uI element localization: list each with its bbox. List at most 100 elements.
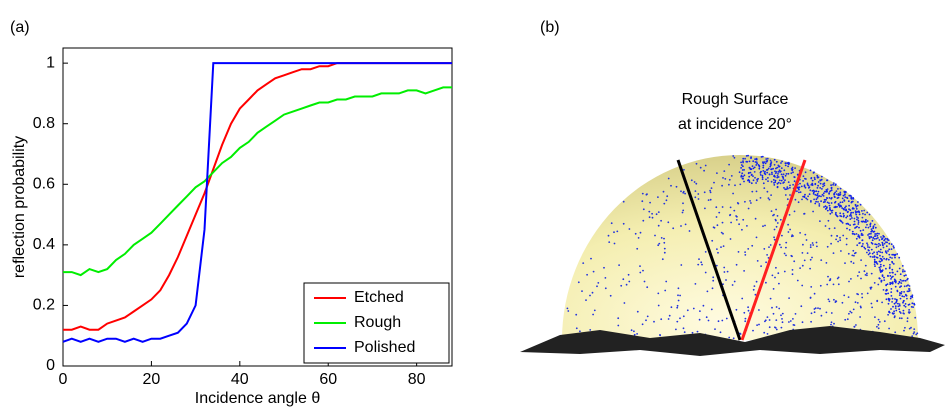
scatter-dot xyxy=(886,283,889,285)
scatter-dot xyxy=(787,231,790,233)
incident-ray xyxy=(676,159,742,341)
scatter-dot xyxy=(773,175,775,178)
scatter-dot xyxy=(637,237,640,239)
scatter-dot xyxy=(853,252,856,255)
scatter-dot xyxy=(843,214,845,217)
scatter-dot xyxy=(755,199,758,202)
scatter-dot xyxy=(764,170,766,173)
scatter-dot xyxy=(899,297,902,300)
scatter-dot xyxy=(826,201,829,204)
scatter-dot xyxy=(857,210,860,213)
scatter-dot xyxy=(877,327,880,330)
scatter-dot xyxy=(811,190,814,192)
scatter-dot xyxy=(836,197,839,200)
scatter-dot xyxy=(898,310,901,313)
scatter-dot xyxy=(718,211,721,214)
plot-frame xyxy=(62,47,453,367)
scatter-dot xyxy=(680,190,682,193)
scatter-dot xyxy=(820,178,823,181)
scatter-dot xyxy=(716,224,719,227)
scatter-dot xyxy=(776,175,779,177)
scatter-dot xyxy=(681,211,684,214)
scatter-dot xyxy=(874,226,877,229)
scatter-dot xyxy=(648,216,651,219)
scatter-dot xyxy=(904,305,907,308)
scatter-dot xyxy=(707,319,710,322)
scatter-dot xyxy=(738,223,740,226)
scatter-dot xyxy=(905,274,907,276)
scatter-dot xyxy=(870,272,873,275)
scatter-dot xyxy=(828,227,831,230)
x-tick-label: 40 xyxy=(231,371,249,388)
scatter-dot xyxy=(742,165,744,168)
scatter-dot xyxy=(813,308,816,310)
scatter-dot xyxy=(893,315,896,318)
scatter-dot xyxy=(812,244,815,246)
scatter-dot xyxy=(784,174,787,177)
scatter-dot xyxy=(864,247,867,250)
scatter-dot xyxy=(809,267,811,270)
scatter-dot xyxy=(734,184,736,187)
scatter-dot xyxy=(784,164,787,167)
scatter-dot xyxy=(822,201,825,204)
scatter-dot xyxy=(715,264,718,267)
scatter-dot xyxy=(788,297,790,299)
panel-label: (a) xyxy=(10,19,30,36)
scatter-dot xyxy=(699,166,702,169)
scatter-dot xyxy=(713,181,715,184)
scatter-dot xyxy=(891,260,893,263)
scatter-dot xyxy=(887,258,890,261)
scatter-dot xyxy=(777,181,780,184)
scatter-dot xyxy=(694,196,697,199)
scatter-dot xyxy=(867,226,870,229)
scatter-dot xyxy=(747,248,750,250)
scatter-dot xyxy=(830,202,833,204)
scatter-dot xyxy=(824,208,827,210)
scatter-dot xyxy=(716,248,718,251)
scatter-dot xyxy=(786,162,788,165)
scatter-dot xyxy=(863,270,866,273)
scatter-dot xyxy=(742,177,744,180)
panel-title: Rough Surface xyxy=(682,91,789,108)
scatter-dot xyxy=(861,239,864,242)
scatter-dot xyxy=(784,194,787,196)
scatter-dot xyxy=(589,294,591,297)
scatter-dot xyxy=(742,175,744,178)
scatter-dot xyxy=(728,163,730,166)
scatter-dot xyxy=(728,183,730,186)
scatter-dot xyxy=(864,274,867,276)
scatter-dot xyxy=(890,276,893,279)
scatter-dot xyxy=(891,257,893,259)
scatter-dot xyxy=(743,311,746,314)
scatter-dot xyxy=(695,162,698,165)
scatter-dot xyxy=(759,197,762,199)
scatter-dot xyxy=(752,160,755,163)
scatter-dot xyxy=(871,252,874,255)
scatter-dot xyxy=(769,165,772,168)
scatter-dot xyxy=(845,243,848,246)
scatter-dot xyxy=(676,306,679,309)
scatter-dot xyxy=(824,190,826,193)
scatter-dot xyxy=(779,218,782,221)
scatter-dot xyxy=(804,233,807,236)
scatter-dot xyxy=(817,307,819,309)
scatter-dot xyxy=(877,250,880,253)
scatter-dot xyxy=(768,326,771,329)
scatter-dot xyxy=(618,264,620,266)
scatter-dot xyxy=(822,195,825,197)
scatter-dot xyxy=(832,252,835,255)
scatter-dot xyxy=(873,235,876,238)
scatter-dot xyxy=(894,307,897,309)
scatter-dot xyxy=(856,218,858,221)
scatter-dot xyxy=(908,327,911,330)
scatter-dot xyxy=(764,173,767,176)
scatter-dot xyxy=(851,230,854,233)
scatter-dot xyxy=(825,197,828,199)
scatter-dot xyxy=(841,197,844,200)
scatter-dot xyxy=(782,178,785,180)
scatter-dot xyxy=(902,312,905,314)
scatter-dot xyxy=(754,176,756,179)
x-tick-label: 0 xyxy=(59,371,68,388)
scatter-dot xyxy=(581,290,583,292)
scatter-dot xyxy=(872,227,875,230)
